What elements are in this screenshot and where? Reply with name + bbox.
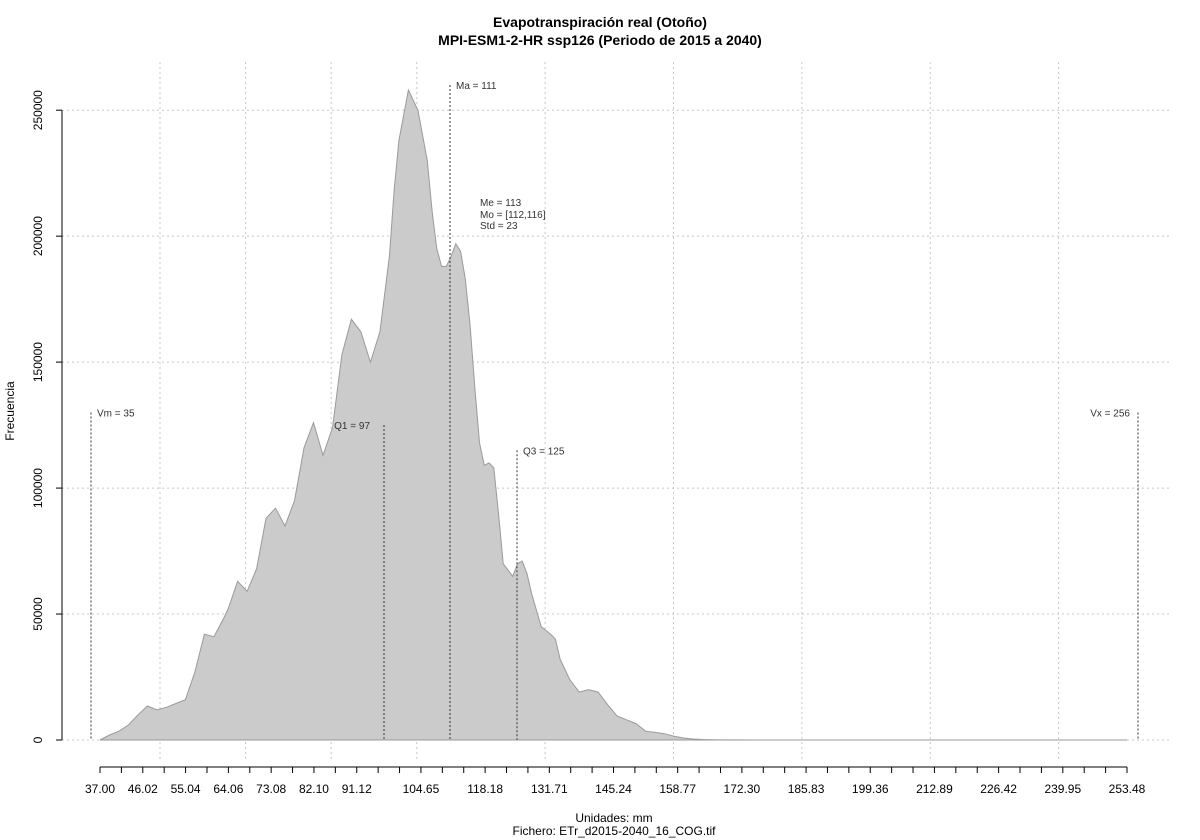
frequency-area-path bbox=[99, 88, 1127, 741]
x-tick-label: 118.18 bbox=[467, 782, 503, 796]
x-axis-label: Unidades: mm bbox=[575, 811, 652, 825]
stat-mode: Mo = [112,116] bbox=[480, 210, 546, 221]
x-tick-label: 253.48 bbox=[1109, 782, 1146, 796]
y-tick-label: 0 bbox=[31, 736, 45, 743]
y-tick-label: 250000 bbox=[31, 90, 45, 130]
statistic-markers: Vm = 35 Q1 = 97 Ma = 111 Q3 = 125 Vx = 256 bbox=[90, 81, 1139, 740]
marker-label: Vm = 35 bbox=[97, 409, 135, 420]
y-tick-label: 50000 bbox=[31, 597, 45, 631]
marker-label: Vx = 256 bbox=[1090, 409, 1130, 420]
stat-std: Std = 23 bbox=[480, 221, 518, 232]
x-tick-label: 64.06 bbox=[213, 782, 243, 796]
x-tick-label: 131.71 bbox=[531, 782, 568, 796]
y-tick-label: 100000 bbox=[31, 468, 45, 508]
x-tick-label: 212.89 bbox=[916, 782, 953, 796]
x-tick-label: 158.77 bbox=[659, 782, 696, 796]
x-tick-label: 46.02 bbox=[128, 782, 158, 796]
marker-label: Q3 = 125 bbox=[523, 446, 565, 457]
x-tick-label: 73.08 bbox=[256, 782, 286, 796]
frequency-area bbox=[99, 88, 1127, 741]
marker-label: Q1 = 97 bbox=[334, 421, 370, 432]
stats-box: Me = 113 Mo = [112,116] Std = 23 bbox=[480, 198, 546, 232]
x-axis: 37.00 46.02 55.04 64.06 73.08 82.10 91.12 104.6… bbox=[85, 766, 1146, 796]
x-tick-label: 145.24 bbox=[595, 782, 632, 796]
y-axis: 0 50000 100000 150000 200000 250000 bbox=[31, 90, 63, 743]
chart-title: Evapotranspiración real (Otoño) bbox=[493, 14, 707, 30]
x-tick-label: 226.42 bbox=[980, 782, 1017, 796]
y-tick-label: 200000 bbox=[31, 216, 45, 256]
x-tick-label: 104.65 bbox=[403, 782, 440, 796]
x-tick-label: 199.36 bbox=[852, 782, 889, 796]
x-tick-label: 91.12 bbox=[342, 782, 372, 796]
marker-label: Ma = 111 bbox=[456, 81, 497, 92]
x-tick-label: 37.00 bbox=[85, 782, 115, 796]
y-axis-label: Frecuencia bbox=[3, 381, 17, 441]
x-tick-label: 82.10 bbox=[299, 782, 329, 796]
x-tick-label: 55.04 bbox=[171, 782, 201, 796]
y-tick-label: 150000 bbox=[31, 342, 45, 382]
chart-subtitle: MPI-ESM1-2-HR ssp126 (Periodo de 2015 a … bbox=[438, 32, 762, 48]
x-tick-label: 172.30 bbox=[724, 782, 761, 796]
stat-median: Me = 113 bbox=[480, 198, 522, 209]
file-caption: Fichero: ETr_d2015-2040_16_COG.tif bbox=[513, 824, 717, 838]
x-tick-label: 239.95 bbox=[1044, 782, 1081, 796]
x-tick-label: 185.83 bbox=[788, 782, 825, 796]
